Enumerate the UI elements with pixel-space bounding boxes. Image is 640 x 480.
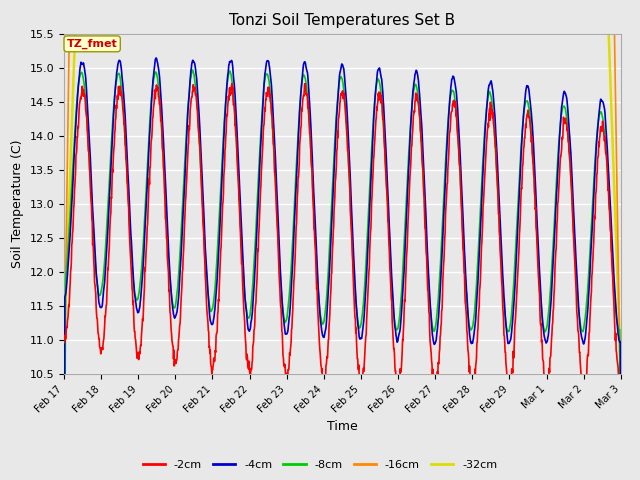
Legend: -2cm, -4cm, -8cm, -16cm, -32cm: -2cm, -4cm, -8cm, -16cm, -32cm: [138, 456, 502, 474]
X-axis label: Time: Time: [327, 420, 358, 433]
Y-axis label: Soil Temperature (C): Soil Temperature (C): [11, 140, 24, 268]
Title: Tonzi Soil Temperatures Set B: Tonzi Soil Temperatures Set B: [229, 13, 456, 28]
Text: TZ_fmet: TZ_fmet: [67, 39, 118, 49]
